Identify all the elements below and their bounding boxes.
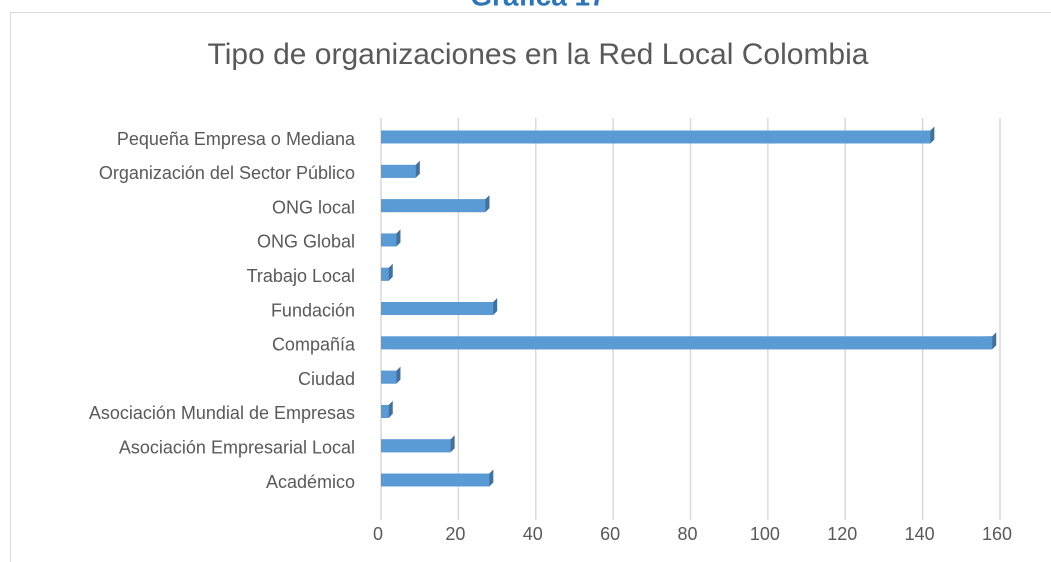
x-tick-label: 20 <box>445 524 465 544</box>
x-tick-label: 100 <box>750 524 780 544</box>
bar <box>381 336 993 350</box>
x-tick-label: 40 <box>523 524 543 544</box>
y-tick-label: Asociación Empresarial Local <box>119 437 355 457</box>
page-heading: Gráfica 17 <box>470 0 605 11</box>
chart-border <box>10 12 1051 562</box>
bar <box>381 473 490 487</box>
y-tick-label: Pequeña Empresa o Mediana <box>117 129 356 149</box>
bar <box>381 302 494 315</box>
bar <box>381 199 486 213</box>
y-tick-label: Ciudad <box>298 369 355 389</box>
x-tick-label: 140 <box>905 524 935 544</box>
bar <box>381 130 931 144</box>
x-tick-label: 80 <box>677 524 697 544</box>
bar <box>381 404 389 418</box>
chart-title: Tipo de organizaciones en la Red Local C… <box>208 38 869 71</box>
bar <box>381 233 397 247</box>
bar <box>381 439 451 453</box>
y-tick-label: Asociación Mundial de Empresas <box>89 403 355 423</box>
bar <box>381 164 416 178</box>
y-tick-label: ONG Global <box>257 232 355 252</box>
y-tick-label: Compañía <box>272 335 356 355</box>
bar <box>381 370 397 384</box>
x-tick-label: 60 <box>600 524 620 544</box>
y-tick-label: Organización del Sector Público <box>99 163 355 183</box>
y-tick-label: Fundación <box>271 300 355 320</box>
bar <box>381 267 389 281</box>
y-tick-label: Académico <box>266 472 355 492</box>
x-tick-label: 120 <box>827 524 857 544</box>
x-tick-label: 0 <box>373 524 383 544</box>
y-tick-label: Trabajo Local <box>247 266 355 286</box>
x-tick-label: 160 <box>982 524 1012 544</box>
y-tick-label: ONG local <box>272 197 355 217</box>
